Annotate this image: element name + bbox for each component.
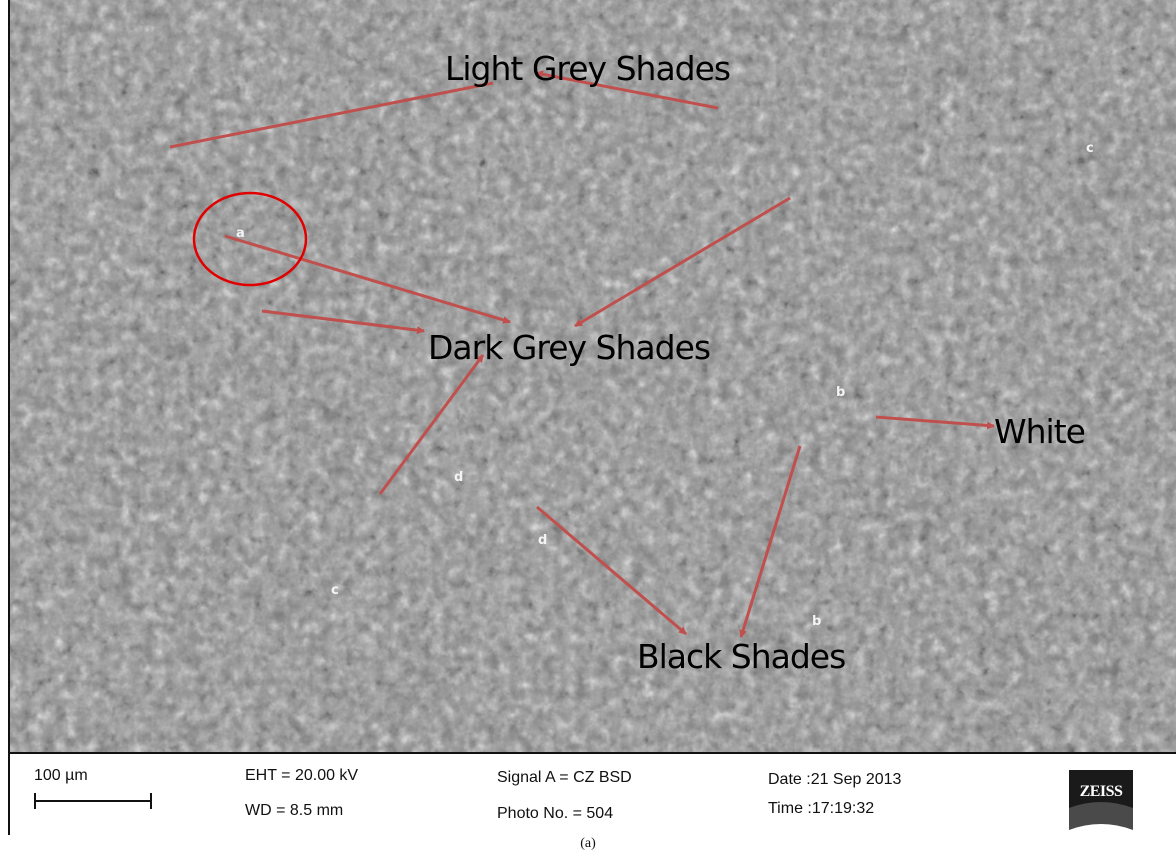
dark-grey-arrow-bottom [378,354,485,495]
micrograph-texture [10,0,1176,752]
dark-grey-arrow-left [261,309,425,335]
time-value: Time :17:19:32 [768,800,875,817]
marker-a: a [236,226,245,241]
marker-d-upper: d [454,470,464,485]
wd-value: WD = 8.5 mm [245,802,344,819]
annotation-arrows [169,70,995,638]
marker-d-lower: d [538,533,548,548]
sem-data-bar: 100 µm EHT = 20.00 kV WD = 8.5 mm Signal… [10,752,1176,835]
light-grey-arrow [535,70,719,110]
sem-micrograph: Light Grey Shades Dark Grey Shades White… [10,0,1176,752]
marker-b-upper: b [836,385,846,400]
figure-caption: (a) [580,836,596,851]
label-white: White [994,412,1086,451]
dark-grey-arrow-top-right [574,196,791,328]
light-grey-line [169,81,494,149]
label-light-grey-shades: Light Grey Shades [445,49,731,88]
marker-b-lower: b [812,614,822,629]
label-black-shades: Black Shades [637,637,846,676]
region-a-circle [192,191,308,287]
sem-image-frame: Light Grey Shades Dark Grey Shades White… [8,0,1176,835]
scale-bar-label: 100 µm [34,767,88,784]
eht-value: EHT = 20.00 kV [245,767,359,784]
white-arrow [875,415,995,430]
dark-grey-arrow-from-a [224,234,511,324]
scale-bar [34,793,152,809]
black-arrow-left [536,505,687,636]
zeiss-logo: ZEISS [1069,770,1133,830]
label-dark-grey-shades: Dark Grey Shades [428,328,711,367]
black-arrow-right [739,445,802,638]
svg-text:ZEISS: ZEISS [1080,783,1123,800]
date-value: Date :21 Sep 2013 [768,771,902,788]
signal-value: Signal A = CZ BSD [497,769,632,786]
photo-number: Photo No. = 504 [497,805,614,822]
marker-c-lower: c [331,583,339,598]
marker-c-upper: c [1086,141,1094,156]
